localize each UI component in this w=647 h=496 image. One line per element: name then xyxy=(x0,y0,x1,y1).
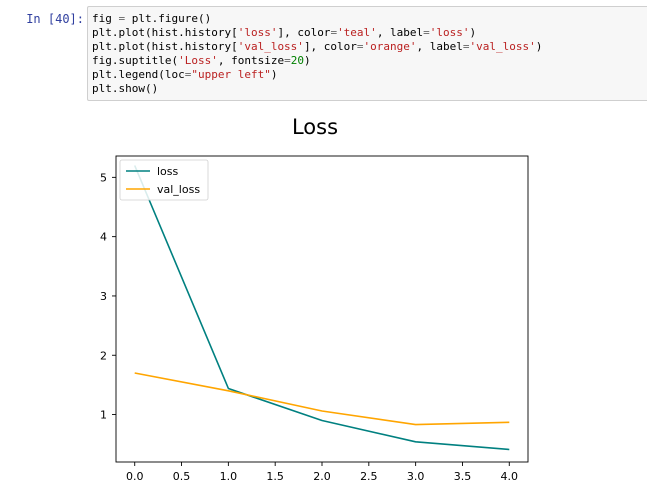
series-line-loss xyxy=(133,165,510,451)
code-token: 'Loss' xyxy=(178,54,218,67)
code-line: fig = plt.figure() xyxy=(92,12,643,26)
legend-box xyxy=(119,159,209,201)
plot-area: 0.0 0.5 1.0 1.5 2.0 2.5 3.0 3.5 4.0 1 2 3 4 5 loss val_… xyxy=(100,155,529,483)
code-token: ) xyxy=(469,26,477,39)
axes-frame xyxy=(115,155,529,463)
x-tick-label: 0.5 xyxy=(173,470,191,483)
legend-label: val_loss xyxy=(157,183,200,196)
y-tick-label: 1 xyxy=(100,409,107,422)
code-token: 'loss' xyxy=(429,26,470,39)
code-token: 'val_loss' xyxy=(237,40,304,53)
y-tick-label: 4 xyxy=(100,231,107,244)
chart-title: Loss xyxy=(292,115,338,139)
x-tick-label: 0.0 xyxy=(126,470,144,483)
code-token: ) xyxy=(303,54,311,67)
loss-chart: Loss 0.0 0.5 1.0 1.5 2.0 2.5 3.0 3.5 4.0 1 2 3 4 5 los… xyxy=(100,115,529,483)
code-token: ], color xyxy=(303,40,357,53)
code-token: 'loss' xyxy=(237,26,278,39)
code-token: = xyxy=(423,26,430,39)
code-cell-editor[interactable]: fig = plt.figure() plt.plot(hist.history[… xyxy=(87,6,647,101)
x-tick-label: 2.0 xyxy=(313,470,331,483)
x-tick-label: 1.0 xyxy=(220,470,238,483)
legend-label: loss xyxy=(157,165,179,178)
code-token: ) xyxy=(270,68,278,81)
code-line: plt.show() xyxy=(92,82,643,96)
code-line: plt.plot(hist.history['val_loss'], color… xyxy=(92,40,643,54)
x-tick-label: 2.5 xyxy=(360,470,378,483)
cell-prompt: In [40]: xyxy=(26,12,84,26)
code-token: fig.suptitle( xyxy=(92,54,179,67)
x-tick-label: 3.5 xyxy=(454,470,472,483)
y-tick-label: 3 xyxy=(100,290,107,303)
code-token: 'val_loss' xyxy=(469,40,536,53)
code-token: = xyxy=(462,40,470,53)
code-token: 'orange' xyxy=(363,40,417,53)
code-token: = xyxy=(284,54,291,67)
code-token: plt.figure() xyxy=(125,12,212,25)
code-token: , label xyxy=(416,40,463,53)
x-tick-label: 4.0 xyxy=(501,470,519,483)
code-token: = xyxy=(356,40,364,53)
code-line: plt.legend(loc="upper left") xyxy=(92,68,643,82)
cell-output: Loss 0.0 0.5 1.0 1.5 2.0 2.5 3.0 3.5 4.0 1 2 3 4 5 los… xyxy=(0,104,647,492)
code-token: plt.plot(hist.history[ xyxy=(92,26,238,39)
x-tick-label: 1.5 xyxy=(266,470,284,483)
code-token: ) xyxy=(535,40,543,53)
code-token: "upper left" xyxy=(191,68,271,81)
code-token: = xyxy=(184,68,192,81)
code-token: , fontsize xyxy=(217,54,285,67)
code-token: plt.show() xyxy=(92,82,159,95)
y-tick-label: 5 xyxy=(100,171,107,184)
code-block[interactable]: fig = plt.figure() plt.plot(hist.history[… xyxy=(88,7,647,101)
code-token: 'teal' xyxy=(337,26,377,39)
code-token: 20 xyxy=(290,54,304,67)
code-line: fig.suptitle('Loss', fontsize=20) xyxy=(92,54,643,68)
x-tick-label: 3.0 xyxy=(407,470,425,483)
code-token: = xyxy=(330,26,338,39)
series-line-val-loss xyxy=(134,372,510,426)
code-token: plt.legend(loc xyxy=(92,68,185,81)
code-token: fig xyxy=(92,12,119,25)
code-token: ], color xyxy=(277,26,331,39)
y-tick-label: 2 xyxy=(100,349,107,362)
code-token: plt.plot(hist.history[ xyxy=(92,40,238,53)
code-token: , label xyxy=(376,26,424,39)
code-line: plt.plot(hist.history['loss'], color='te… xyxy=(92,26,643,40)
code-token: = xyxy=(118,12,126,25)
